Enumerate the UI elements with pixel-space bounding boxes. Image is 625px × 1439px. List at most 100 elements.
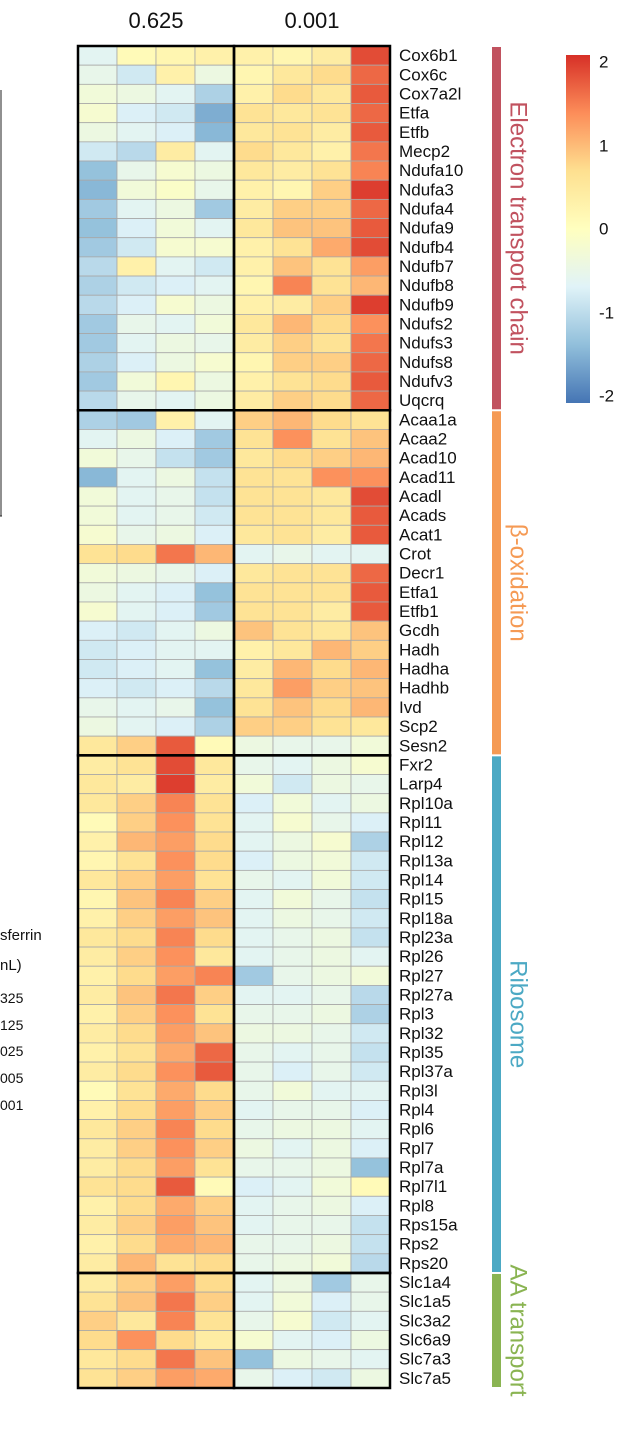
heatmap-cell	[77, 1349, 118, 1370]
heatmap-cell	[155, 1119, 196, 1140]
heatmap-cell	[233, 1291, 274, 1312]
gene-label: Slc3a2	[399, 1311, 451, 1330]
heatmap-cell	[350, 429, 391, 449]
heatmap-cell	[116, 889, 157, 910]
heatmap-cell	[116, 754, 157, 775]
heatmap-cell	[233, 1157, 274, 1178]
heatmap-cell	[77, 1195, 118, 1216]
partial-legend-title-2: nL)	[0, 957, 22, 974]
heatmap-cell	[116, 1330, 157, 1351]
heatmap-cell	[350, 1023, 391, 1044]
heatmap-cell	[155, 429, 196, 449]
heatmap-cell	[155, 831, 196, 852]
heatmap-cell	[194, 218, 235, 239]
heatmap-cell	[194, 524, 235, 545]
heatmap-cell	[350, 237, 391, 258]
heatmap-cell	[350, 64, 391, 85]
heatmap-cell	[77, 754, 118, 775]
heatmap-cell	[116, 965, 157, 986]
heatmap-cell	[77, 198, 118, 219]
heatmap-cell	[194, 927, 235, 948]
heatmap-cell	[350, 141, 391, 162]
heatmap-cell	[272, 64, 313, 85]
gene-label: Ndufv3	[399, 372, 453, 391]
heatmap-cell	[233, 218, 274, 239]
heatmap-cell	[350, 352, 391, 373]
heatmap-cell	[155, 1004, 196, 1025]
heatmap-cell	[350, 1061, 391, 1082]
heatmap-cell	[116, 313, 157, 334]
gene-label: Rpl11	[399, 813, 442, 832]
gene-label: Rps20	[399, 1254, 448, 1273]
heatmap-cell	[311, 122, 352, 143]
partial-legend-item: 001	[0, 1097, 24, 1113]
heatmap-cell	[155, 985, 196, 1005]
heatmap-cell	[194, 1234, 235, 1255]
heatmap-cell	[311, 198, 352, 219]
heatmap-cell	[272, 1310, 313, 1331]
heatmap-cell	[77, 889, 118, 910]
gene-label: Slc7a3	[399, 1350, 451, 1369]
heatmap-cell	[311, 1004, 352, 1025]
heatmap-cell	[116, 869, 157, 890]
heatmap-cell	[272, 889, 313, 910]
heatmap-cell	[233, 448, 274, 469]
heatmap-cell	[233, 390, 274, 411]
heatmap-cell	[194, 486, 235, 507]
gene-label: Larp4	[399, 775, 442, 794]
heatmap-cell	[272, 831, 313, 852]
heatmap-cell	[194, 1368, 235, 1389]
heatmap-cell	[272, 850, 313, 871]
gene-label: Acaa2	[399, 430, 447, 449]
heatmap-cell	[155, 122, 196, 143]
heatmap-cell	[194, 1253, 235, 1274]
heatmap-cell	[233, 160, 274, 181]
heatmap-cell	[77, 869, 118, 890]
gene-label: Etfb1	[399, 602, 439, 621]
heatmap-cell	[194, 237, 235, 258]
heatmap-cell	[350, 946, 391, 967]
heatmap-cell	[116, 1100, 157, 1121]
heatmap-cell	[272, 237, 313, 258]
heatmap-cell	[194, 908, 235, 929]
heatmap-cell	[311, 639, 352, 660]
heatmap-cell	[155, 1330, 196, 1351]
heatmap-cell	[116, 831, 157, 852]
column-group-label: 0.625	[128, 8, 183, 33]
gene-label: Rpl7l1	[399, 1177, 447, 1196]
heatmap-cell	[233, 1368, 274, 1389]
cluster-borders	[76, 44, 392, 1390]
heatmap-cell	[311, 256, 352, 277]
heatmap-cell	[233, 639, 274, 660]
heatmap-cell	[272, 294, 313, 315]
gene-label: Hadh	[399, 640, 440, 659]
heatmap-cell	[350, 83, 391, 104]
heatmap-cell	[311, 103, 352, 124]
heatmap-cell	[116, 601, 157, 622]
heatmap-cell	[233, 1195, 274, 1216]
heatmap-cell	[77, 1100, 118, 1121]
heatmap-cell	[116, 793, 157, 814]
heatmap-cell	[311, 505, 352, 526]
heatmap-cell	[116, 678, 157, 699]
heatmap-cell	[116, 505, 157, 526]
heatmap-cell	[350, 390, 391, 411]
heatmap-cell	[311, 812, 352, 833]
heatmap-cell	[194, 448, 235, 469]
heatmap-cell	[311, 1272, 352, 1293]
heatmap-cell	[272, 1291, 313, 1312]
heatmap-cell	[272, 678, 313, 699]
heatmap-cell	[116, 1234, 157, 1255]
heatmap-cell	[116, 1023, 157, 1044]
heatmap-cell	[155, 333, 196, 354]
heatmap-cell	[77, 735, 118, 756]
heatmap-cell	[194, 122, 235, 143]
heatmap-cell	[194, 160, 235, 181]
heatmap-cell	[116, 659, 157, 680]
gene-label: Ndufb8	[399, 276, 454, 295]
heatmap-cell	[155, 1291, 196, 1312]
heatmap-cell	[350, 831, 391, 852]
heatmap-cell	[272, 256, 313, 277]
heatmap-cell	[77, 716, 118, 737]
heatmap-cell	[194, 352, 235, 373]
